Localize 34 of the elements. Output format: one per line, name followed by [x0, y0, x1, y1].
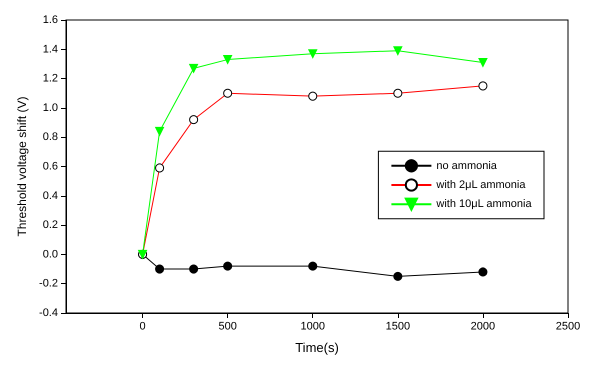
y-tick-label: 0.2 [42, 219, 58, 232]
y-tick-label: 1.2 [42, 72, 58, 85]
y-axis-title: Threshold voltage shift (V) [15, 96, 30, 237]
x-tick-label: 2000 [470, 320, 496, 332]
point [308, 49, 318, 58]
y-tick-label: 0.0 [42, 248, 58, 260]
point [189, 264, 198, 274]
y-tick-label: 1.0 [42, 102, 58, 114]
point [308, 262, 318, 271]
legend-label: with 2μL ammonia [435, 179, 526, 191]
y-tick-label: -0.4 [39, 307, 58, 319]
x-tick-label: 1500 [386, 320, 410, 332]
point [393, 46, 402, 56]
y-tick-label: 1.4 [42, 43, 58, 56]
point [155, 264, 164, 274]
point [478, 267, 488, 276]
point [393, 272, 402, 281]
x-tick-label: 2500 [556, 320, 580, 332]
point [478, 58, 488, 67]
point [155, 126, 164, 136]
point [223, 55, 232, 64]
y-tick-label: 0.8 [42, 131, 58, 144]
x-tick-label: 0 [140, 320, 146, 332]
x-tick-label: 500 [218, 320, 237, 332]
y-tick-label: 0.4 [42, 190, 58, 202]
legend-label: with 10μL ammonia [435, 198, 532, 210]
x-axis-title: Time(s) [295, 340, 339, 355]
y-tick-label: 1.6 [42, 14, 58, 26]
y-tick-label: -0.2 [39, 278, 58, 290]
point [189, 64, 198, 73]
legend-label: no ammonia [436, 160, 498, 172]
point [223, 262, 232, 271]
x-tick-label: 1000 [300, 320, 325, 332]
y-tick-label: 0.6 [42, 160, 58, 172]
